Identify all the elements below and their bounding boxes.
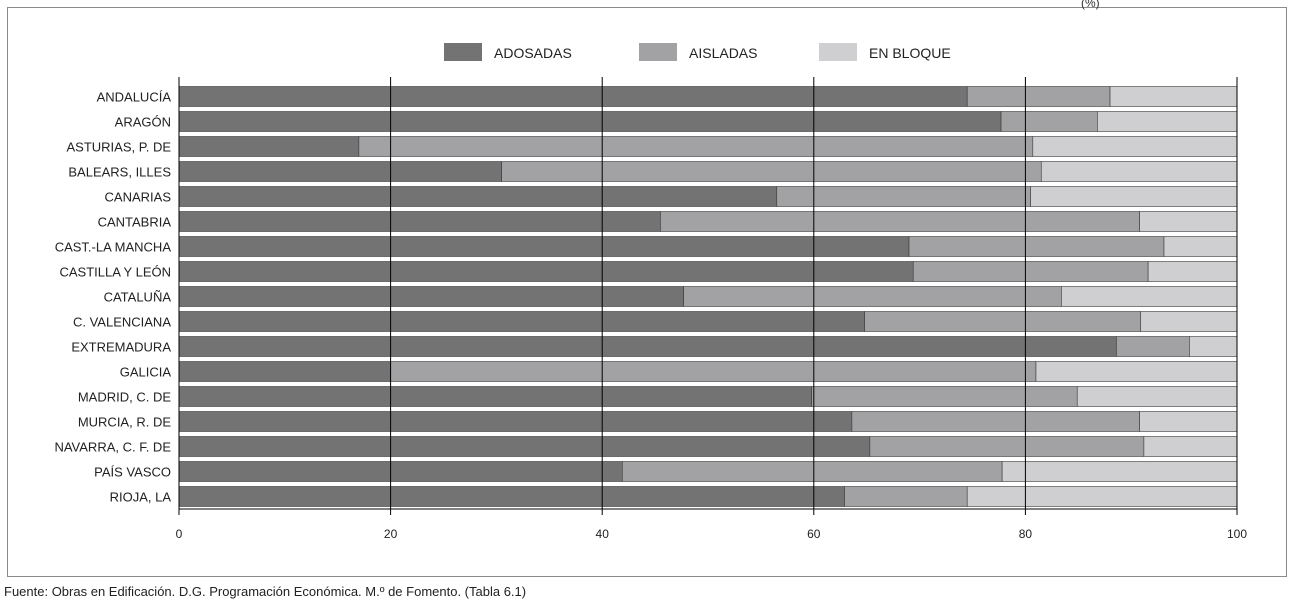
x-tick-label: 0	[176, 527, 183, 541]
bar-en-bloque	[1139, 411, 1238, 432]
bar-aisladas	[908, 236, 1165, 257]
bar-aisladas	[660, 211, 1140, 232]
bars	[178, 86, 1238, 507]
bar-adosadas	[178, 311, 865, 332]
bar-en-bloque	[966, 486, 1238, 507]
bar-en-bloque	[1097, 111, 1238, 132]
x-tick-label: 20	[384, 527, 398, 541]
bar-aisladas	[776, 186, 1031, 207]
legend-label-adosadas: ADOSADAS	[494, 45, 572, 61]
bar-aisladas	[851, 411, 1140, 432]
source-note: Fuente: Obras en Edificación. D.G. Progr…	[4, 584, 527, 599]
bar-aisladas	[869, 436, 1145, 457]
bar-en-bloque	[1139, 211, 1238, 232]
bar-adosadas	[178, 161, 502, 182]
gridlines	[178, 77, 1238, 515]
bar-en-bloque	[1143, 436, 1238, 457]
bar-adosadas	[178, 411, 853, 432]
bar-en-bloque	[1076, 386, 1238, 407]
bar-adosadas	[178, 236, 910, 257]
bar-aisladas	[1000, 111, 1098, 132]
x-tick-label: 40	[596, 527, 610, 541]
bar-en-bloque	[1035, 361, 1238, 382]
legend-label-en-bloque: EN BLOQUE	[869, 45, 951, 61]
bar-en-bloque	[1032, 136, 1238, 157]
bar-aisladas	[622, 461, 1003, 482]
bar-adosadas	[178, 286, 684, 307]
bar-adosadas	[178, 361, 391, 382]
x-tick-label: 100	[1227, 527, 1247, 541]
x-tick-labels: 0 20 40 60 80 100	[176, 527, 1248, 541]
unit-note: (%)	[1081, 0, 1100, 10]
bar-en-bloque	[1030, 186, 1238, 207]
category-label: MURCIA, R. DE	[78, 415, 172, 430]
category-label: PAÍS VASCO	[94, 465, 171, 480]
category-label: C. VALENCIANA	[73, 315, 171, 330]
category-label: CATALUÑA	[104, 290, 172, 305]
x-tick-label: 80	[1019, 527, 1033, 541]
bar-aisladas	[966, 86, 1111, 107]
category-label: ARAGÓN	[115, 115, 171, 130]
bar-aisladas	[811, 386, 1078, 407]
bar-en-bloque	[1001, 461, 1238, 482]
category-label: CANARIAS	[105, 190, 172, 205]
legend-swatch-adosadas	[444, 43, 482, 61]
legend-swatch-aisladas	[639, 43, 677, 61]
category-label: BALEARS, ILLES	[68, 165, 171, 180]
bar-aisladas	[390, 361, 1037, 382]
bar-adosadas	[178, 336, 1117, 357]
bar-en-bloque	[1163, 236, 1238, 257]
bar-aisladas	[864, 311, 1142, 332]
bar-adosadas	[178, 436, 871, 457]
bar-aisladas	[358, 136, 1034, 157]
category-labels: ANDALUCÍA ARAGÓN ASTURIAS, P. DE BALEARS, I…	[54, 90, 171, 505]
chart-frame: (%)	[7, 0, 1287, 577]
category-label: NAVARRA, C. F. DE	[54, 440, 171, 455]
category-label: MADRID, C. DE	[78, 390, 172, 405]
bar-aisladas	[912, 261, 1149, 282]
category-label: ASTURIAS, P. DE	[66, 140, 171, 155]
bar-adosadas	[178, 386, 812, 407]
legend-swatch-en-bloque	[819, 43, 857, 61]
x-tick-label: 60	[807, 527, 821, 541]
category-label: CAST.-LA MANCHA	[55, 240, 172, 255]
bar-adosadas	[178, 486, 845, 507]
stacked-bar-chart: ADOSADAS AISLADAS EN BLOQUE ANDALUCÍA ARAGÓ…	[54, 43, 1248, 541]
legend: ADOSADAS AISLADAS EN BLOQUE	[444, 43, 951, 61]
bar-aisladas	[683, 286, 1062, 307]
legend-label-aisladas: AISLADAS	[689, 45, 757, 61]
bar-aisladas	[501, 161, 1042, 182]
bar-aisladas	[1116, 336, 1190, 357]
category-label: GALICIA	[120, 365, 172, 380]
bar-adosadas	[178, 86, 968, 107]
bar-en-bloque	[1061, 286, 1238, 307]
bar-adosadas	[178, 111, 1002, 132]
category-label: EXTREMADURA	[71, 340, 171, 355]
bar-adosadas	[178, 261, 914, 282]
category-label: CASTILLA Y LEÓN	[59, 265, 171, 280]
bar-aisladas	[844, 486, 968, 507]
bar-adosadas	[178, 461, 623, 482]
bar-en-bloque	[1040, 161, 1238, 182]
bar-en-bloque	[1109, 86, 1238, 107]
bar-adosadas	[178, 136, 360, 157]
category-label: RIOJA, LA	[110, 490, 172, 505]
bar-en-bloque	[1147, 261, 1238, 282]
bar-en-bloque	[1140, 311, 1238, 332]
bar-adosadas	[178, 211, 661, 232]
bar-en-bloque	[1189, 336, 1238, 357]
category-label: ANDALUCÍA	[97, 90, 172, 105]
category-label: CANTABRIA	[98, 215, 172, 230]
bar-adosadas	[178, 186, 778, 207]
